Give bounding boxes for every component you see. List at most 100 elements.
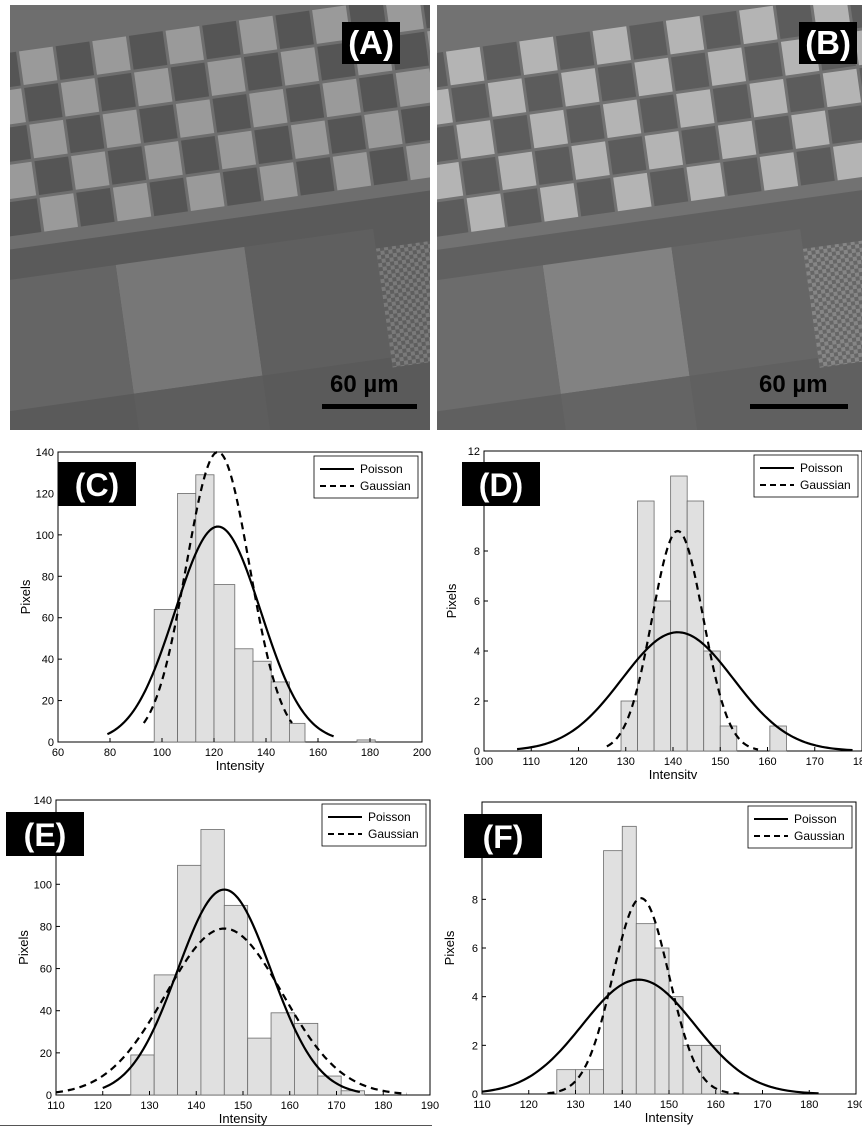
checker-square bbox=[437, 88, 453, 128]
histogram-bar bbox=[234, 648, 254, 743]
checker-square bbox=[451, 83, 490, 122]
checker-square bbox=[71, 151, 110, 190]
checker-square bbox=[29, 119, 68, 159]
axis-ticks: 110 120 130 140 150 160 170 180 190 0 20 40 60 80 100 1… bbox=[34, 795, 440, 1112]
y-tick-label: 0 bbox=[48, 737, 54, 749]
histogram-bar bbox=[213, 584, 236, 743]
checker-square bbox=[322, 78, 361, 118]
checker-square bbox=[144, 141, 183, 180]
checker-square bbox=[60, 78, 100, 117]
checker-square bbox=[613, 172, 652, 212]
panel-label-bg bbox=[6, 812, 84, 856]
x-tick-label: 170 bbox=[753, 1099, 771, 1111]
histogram-e: 110 120 130 140 150 160 170 180 190 0 20 40 60 80 100 1… bbox=[0, 790, 439, 1127]
checker-square bbox=[285, 83, 325, 123]
checker-square bbox=[24, 83, 63, 122]
axis-ticks: 60 80 100 120 140 160 180 200 0 20 40 60 80 100 120 140 bbox=[36, 447, 432, 759]
y-axis-label: Pixels bbox=[444, 583, 459, 618]
histogram-bar bbox=[195, 474, 215, 743]
x-tick-label: 150 bbox=[234, 1100, 252, 1112]
bottom-rule bbox=[0, 1125, 432, 1126]
legend-label: Gaussian bbox=[368, 827, 419, 841]
checker-square bbox=[498, 151, 537, 191]
panel-label: (C) bbox=[75, 467, 119, 503]
checker-square bbox=[390, 31, 429, 71]
checker-square bbox=[571, 141, 610, 180]
checker-square bbox=[723, 157, 762, 196]
x-tick-label: 140 bbox=[187, 1100, 205, 1112]
y-axis-label: Pixels bbox=[16, 930, 31, 965]
checker-square bbox=[686, 162, 725, 201]
checker-square bbox=[76, 188, 115, 227]
histogram-bar bbox=[247, 1037, 272, 1096]
checker-square bbox=[849, 5, 862, 29]
y-tick-label: 80 bbox=[40, 921, 52, 933]
histogram-bar bbox=[686, 500, 705, 752]
legend: Poisson Gaussian bbox=[747, 805, 853, 849]
y-tick-label: 8 bbox=[472, 894, 478, 906]
checker-square bbox=[707, 47, 747, 86]
checker-square bbox=[128, 31, 168, 70]
checker-square bbox=[280, 47, 320, 86]
x-tick-label: 180 bbox=[374, 1100, 392, 1112]
checker-square bbox=[786, 73, 825, 113]
y-tick-label: 60 bbox=[42, 613, 54, 625]
histogram-e-svg: 110 120 130 140 150 160 170 180 190 0 20 40 60 80 100 1… bbox=[6, 795, 439, 1126]
histogram-bar bbox=[270, 681, 290, 743]
checker-square bbox=[10, 125, 32, 164]
legend-box bbox=[313, 455, 419, 499]
checker-square bbox=[503, 188, 542, 227]
panel-label-bg bbox=[58, 462, 136, 506]
checker-square bbox=[524, 73, 563, 112]
legend-label: Gaussian bbox=[360, 479, 411, 493]
checker-square bbox=[597, 62, 637, 102]
checker-square bbox=[369, 146, 408, 186]
legend-box bbox=[753, 454, 859, 498]
x-tick-label: 190 bbox=[421, 1100, 439, 1112]
checker-square bbox=[529, 109, 568, 149]
scale-bar-b bbox=[750, 404, 848, 409]
x-tick-label: 170 bbox=[327, 1100, 345, 1112]
checker-square bbox=[180, 135, 220, 175]
legend-label: Poisson bbox=[800, 461, 843, 475]
y-tick-label: 60 bbox=[40, 964, 52, 976]
x-tick-label: 190 bbox=[847, 1099, 862, 1111]
checker-square bbox=[555, 31, 595, 70]
legend: Poisson Gaussian bbox=[313, 455, 419, 499]
x-axis-label: Intensity bbox=[645, 1110, 694, 1125]
checker-square bbox=[639, 94, 678, 133]
checker-square bbox=[759, 152, 799, 191]
checker-square bbox=[249, 89, 288, 128]
x-tick-label: 160 bbox=[707, 1099, 725, 1111]
x-tick-label: 160 bbox=[758, 756, 776, 768]
checker-square bbox=[592, 26, 631, 65]
histogram-f-svg: 1101201301401501601701801900246810Intens… bbox=[442, 801, 862, 1125]
x-tick-label: 120 bbox=[569, 756, 587, 768]
x-tick-label: 110 bbox=[47, 1100, 65, 1112]
checker-square bbox=[149, 177, 188, 217]
x-tick-label: 120 bbox=[520, 1099, 538, 1111]
checker-square bbox=[676, 89, 715, 128]
x-tick-label: 150 bbox=[660, 1099, 678, 1111]
checker-square bbox=[405, 141, 430, 181]
checker-square bbox=[400, 105, 430, 144]
gaussian-curve bbox=[547, 897, 740, 1095]
y-axis-label: Pixels bbox=[442, 930, 457, 965]
legend: Poisson Gaussian bbox=[753, 454, 859, 498]
panel-label-a: (A) bbox=[342, 22, 400, 64]
checker-square bbox=[822, 68, 862, 108]
checker-square bbox=[107, 146, 147, 185]
legend-box bbox=[321, 803, 427, 847]
checker-square bbox=[97, 72, 136, 112]
checker-square bbox=[10, 51, 21, 91]
micrograph-image-b bbox=[437, 5, 862, 430]
panel-label-bg bbox=[462, 462, 540, 506]
checker-square bbox=[275, 10, 314, 49]
histogram-bar bbox=[769, 725, 787, 752]
legend-box bbox=[747, 805, 853, 849]
checker-square bbox=[534, 146, 574, 185]
checker-square bbox=[10, 161, 37, 201]
x-tick-label: 80 bbox=[104, 747, 116, 759]
checker-square bbox=[10, 88, 26, 127]
checker-square bbox=[312, 5, 351, 44]
